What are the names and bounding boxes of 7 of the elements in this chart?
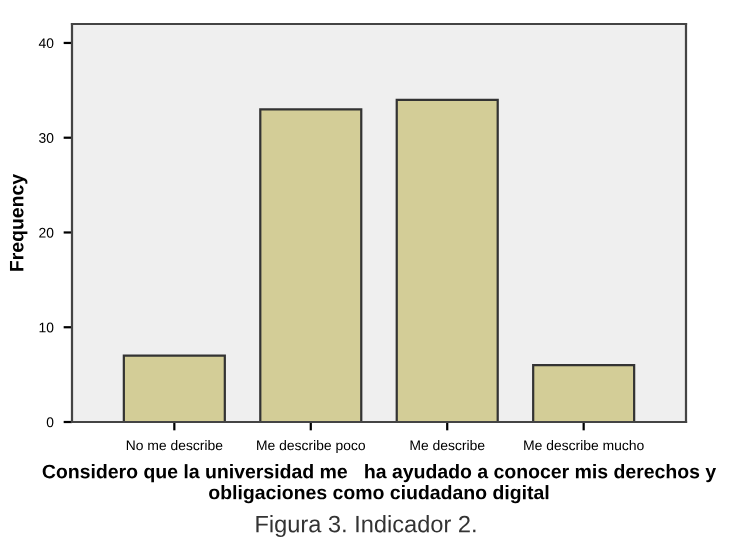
x-axis-title: Considero que la universidad me ha ayudado a conocer mis derechos y obligaciones como ciudadano digital bbox=[42, 464, 717, 504]
bar bbox=[532, 364, 636, 422]
y-axis-title: Frequency bbox=[9, 173, 28, 271]
bar bbox=[395, 98, 499, 422]
bar bbox=[122, 354, 226, 422]
text: Figura 3. Indicador 2. bbox=[256, 515, 476, 538]
bar bbox=[259, 108, 363, 422]
